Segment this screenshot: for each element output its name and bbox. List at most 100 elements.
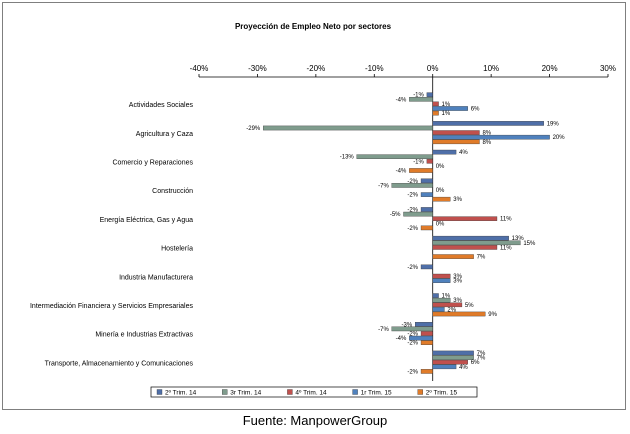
bar [420, 340, 433, 345]
legend-label: 1r Trim. 15 [361, 390, 392, 397]
data-label: 1% [442, 102, 451, 108]
bar [432, 130, 480, 135]
bar [432, 302, 463, 308]
chart-frame: Proyección de Empleo Neto por sectores -… [2, 2, 626, 410]
data-label: -2% [407, 193, 418, 199]
x-axis: -40% -30% -20% -10% 0% 10% 20% 30% [190, 64, 616, 381]
bar [432, 278, 451, 283]
data-label: 11% [500, 245, 512, 251]
legend-swatch [417, 389, 423, 395]
data-label: -4% [396, 169, 407, 175]
bar [432, 245, 498, 250]
bar [420, 264, 433, 270]
data-label: 3% [453, 298, 462, 304]
category-label: Minería e Industrias Extractivas [95, 332, 193, 339]
data-label: -2% [407, 332, 418, 338]
bar [432, 240, 521, 246]
data-label: 4% [459, 365, 468, 371]
bar [432, 355, 474, 360]
data-label: 7% [477, 255, 486, 261]
data-label: -1% [413, 93, 424, 99]
bar [432, 235, 509, 241]
data-label: 15% [523, 241, 536, 247]
bar [420, 369, 433, 374]
data-label: 2% [447, 307, 456, 313]
bar [432, 149, 457, 155]
bar [426, 92, 433, 97]
bar [426, 159, 433, 164]
data-label: 1% [442, 294, 451, 300]
data-label: -4% [396, 97, 407, 103]
bar [432, 216, 498, 221]
source-note: Fuente: ManpowerGroup [242, 413, 388, 428]
data-label: 7% [477, 351, 486, 357]
data-label: 5% [465, 303, 474, 309]
legend-swatch [352, 389, 358, 395]
bar [391, 326, 433, 332]
data-label: 6% [471, 107, 480, 113]
data-label: 13% [512, 236, 525, 242]
bar [432, 297, 451, 303]
bar [356, 154, 433, 159]
legend-box [150, 386, 478, 398]
bar [432, 106, 468, 111]
category-labels: Actividades Sociales Agricultura y Caza Co… [30, 102, 194, 367]
bar [432, 101, 439, 107]
bar [409, 168, 433, 173]
data-label: 0% [436, 221, 445, 227]
bar [391, 183, 433, 188]
data-label: 8% [482, 131, 491, 137]
sector-employment-chart: Proyección de Empleo Neto por sectores -… [30, 22, 616, 398]
x-tick-label: -20% [307, 64, 326, 73]
bar [432, 359, 468, 365]
data-label: 8% [482, 140, 491, 146]
bar [432, 350, 474, 356]
bars [263, 92, 550, 374]
data-label: -29% [246, 126, 261, 132]
bar [432, 254, 474, 259]
bar [409, 335, 433, 341]
data-label: 4% [459, 150, 468, 156]
bar [432, 273, 451, 279]
bar [420, 178, 433, 184]
category-label: Hostelería [161, 246, 193, 253]
bar [420, 207, 433, 212]
x-tick-label: 0% [427, 64, 439, 73]
bar [432, 121, 544, 126]
x-tick-label: -30% [248, 64, 267, 73]
legend-swatch [222, 389, 228, 395]
data-label: 0% [436, 188, 445, 194]
legend-swatch [287, 389, 293, 395]
data-label: -2% [407, 179, 418, 185]
data-label: 0% [436, 164, 445, 170]
data-label: 6% [471, 360, 480, 366]
bar [432, 196, 451, 202]
data-label: -2% [407, 369, 418, 375]
data-label: -3% [402, 322, 413, 328]
data-label: -7% [378, 327, 389, 333]
bar [420, 331, 433, 336]
data-label: 1% [442, 111, 451, 117]
data-labels: -1% -4% 1% 6% 1% 19% -29% 8% 20% 8% 4% -13% -1% 0% -4%… [246, 93, 565, 376]
x-tick-label: 20% [542, 64, 558, 73]
x-tick-label: -40% [190, 64, 209, 73]
legend: 2º Trim. 14 3r Trim. 14 4º Trim. 14 1r Trim… [150, 386, 478, 398]
data-label: 3% [453, 197, 462, 203]
data-label: 3% [453, 279, 462, 285]
bar [415, 322, 433, 327]
bar [432, 364, 457, 370]
data-label: -7% [378, 183, 389, 189]
legend-label: 4º Trim. 14 [295, 390, 327, 397]
bar [409, 97, 433, 102]
category-label: Construcción [152, 188, 193, 195]
bar [420, 192, 433, 197]
data-label: 7% [477, 356, 486, 362]
category-label: Intermediación Financiera y Servicios Em… [30, 303, 194, 310]
x-tick-label: 30% [600, 64, 616, 73]
chart-title: Proyección de Empleo Neto por sectores [235, 22, 392, 31]
category-label: Transporte, Almacenamiento y Comunicacio… [45, 360, 194, 367]
category-label: Actividades Sociales [129, 102, 194, 109]
data-label: -2% [407, 265, 418, 271]
bar [420, 225, 433, 231]
x-tick-label: -10% [365, 64, 384, 73]
